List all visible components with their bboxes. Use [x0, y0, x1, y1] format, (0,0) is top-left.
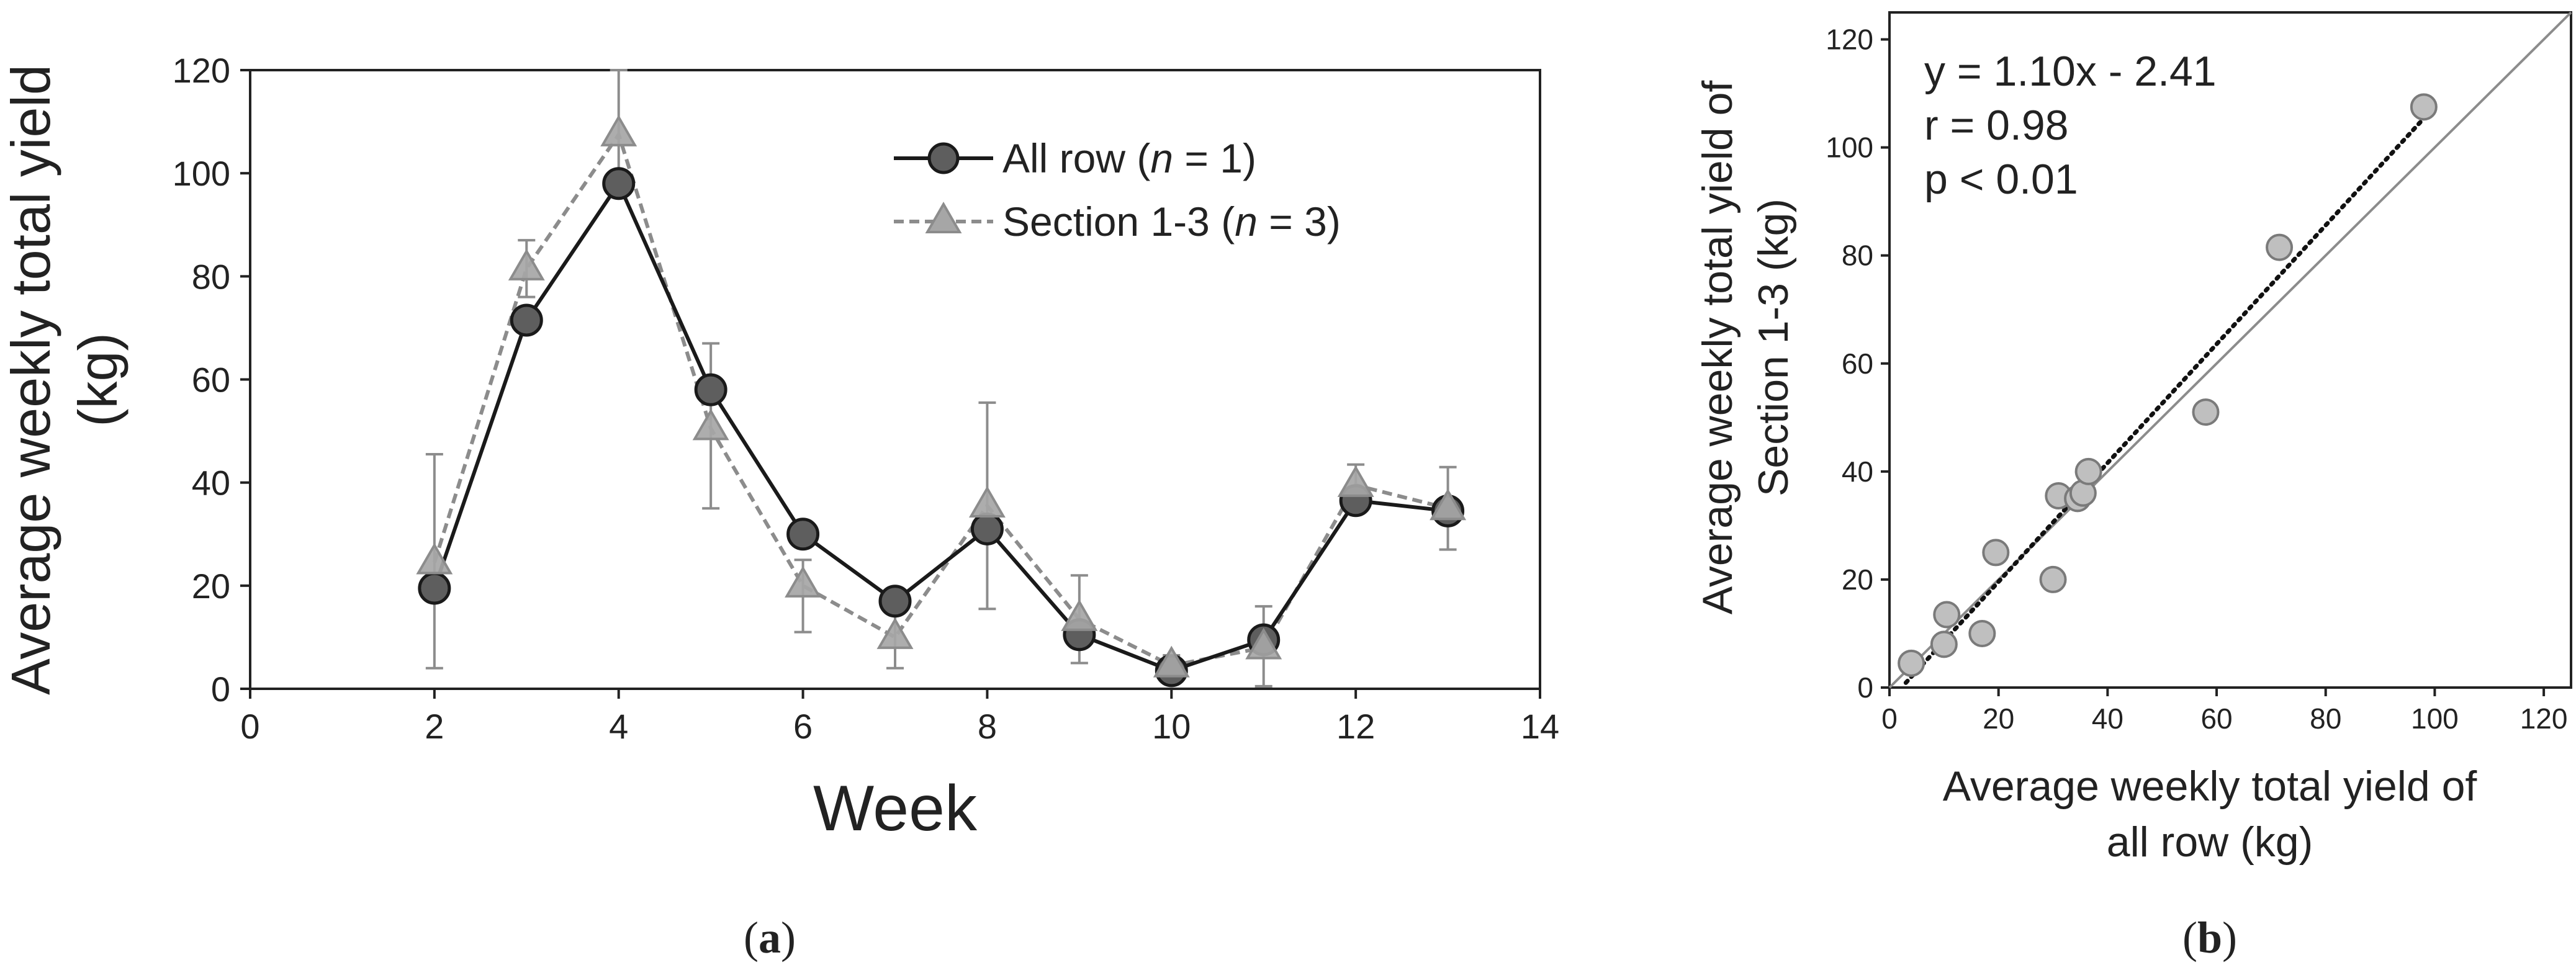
all-row-point-week-6	[786, 518, 820, 551]
panel-a-y-axis-title-line2: (kg)	[67, 333, 128, 427]
panel-a-chart: 0 2 4 6 8 10 12 14 0 20 40 60 80 100 120 Week Average…	[0, 51, 1559, 962]
panel-a-x-axis: 0 2 4 6 8 10 12 14	[240, 689, 1559, 746]
scatter-point-5	[2039, 565, 2067, 593]
panel-a-y-axis: 0 20 40 60 80 100 120	[173, 51, 250, 709]
x-tick-label-0: 0	[240, 707, 259, 746]
b-x-tick-label-80: 80	[2310, 702, 2341, 735]
scatter-point-3	[1968, 619, 1996, 647]
panel-b-plot-frame	[1888, 11, 2572, 689]
b-y-tick-label-0: 0	[1857, 671, 1873, 704]
scatter-point-10	[2192, 398, 2220, 426]
panel-b-y-axis: 0 20 40 60 80 100 120	[1826, 24, 1889, 704]
x-tick-label-2: 2	[425, 707, 444, 746]
x-tick-label-12: 12	[1336, 707, 1375, 746]
series-line-section	[432, 130, 1449, 668]
x-tick-label-14: 14	[1521, 707, 1559, 746]
panel-b-reference-lines	[1888, 11, 2572, 689]
y-tick-label-120: 120	[173, 51, 230, 90]
legend-entry-all-row: All row (n = 1)	[894, 135, 1256, 181]
scatter-point-1	[1930, 630, 1958, 658]
x-tick-label-8: 8	[978, 707, 997, 746]
b-x-tick-label-40: 40	[2092, 702, 2123, 735]
all-row-point-week-5	[694, 373, 727, 406]
legend-marker-section	[925, 202, 962, 233]
panel-b-x-axis-title-line1: Average weekly total yield of	[1943, 763, 2477, 810]
b-y-tick-label-40: 40	[1842, 455, 1873, 488]
section-point-week-8	[968, 486, 1006, 518]
scatter-point-0	[1898, 649, 1925, 677]
all-row-point-week-2	[418, 572, 451, 605]
y-tick-label-100: 100	[173, 154, 230, 193]
legend-label-all-row: All row (n = 1)	[1002, 135, 1256, 181]
panel-b-chart: 0 20 40 60 80 100 120 0 20 40 60 80 100 120 y = 1.10…	[1694, 11, 2572, 962]
scatter-point-11	[2266, 233, 2294, 261]
all-row-point-week-3	[510, 303, 543, 337]
b-x-tick-label-120: 120	[2520, 702, 2568, 735]
x-tick-label-6: 6	[793, 707, 813, 746]
x-tick-label-4: 4	[609, 707, 628, 746]
panel-b-caption: (b)	[2182, 913, 2237, 962]
section-point-week-3	[508, 248, 545, 280]
b-y-tick-label-80: 80	[1842, 240, 1873, 272]
scatter-point-2	[1933, 601, 1961, 629]
section-point-week-10	[1153, 645, 1190, 678]
section-point-week-6	[785, 565, 822, 598]
section-point-week-4	[600, 114, 637, 146]
b-y-tick-label-120: 120	[1826, 24, 1873, 56]
y-tick-label-20: 20	[192, 567, 230, 606]
b-y-tick-label-20: 20	[1842, 563, 1873, 596]
b-x-tick-label-20: 20	[1983, 702, 2014, 735]
x-tick-label-10: 10	[1152, 707, 1191, 746]
panel-a-y-axis-title-line1: Average weekly total yield	[0, 65, 61, 695]
b-y-tick-label-100: 100	[1826, 132, 1873, 164]
section-point-week-12	[1337, 465, 1374, 497]
b-x-tick-label-100: 100	[2411, 702, 2459, 735]
panel-a-x-axis-title: Week	[813, 773, 978, 845]
correlation-coefficient: r = 0.98	[1924, 102, 2069, 149]
panel-b-x-axis-title-line2: all row (kg)	[2107, 818, 2313, 866]
section-point-week-5	[692, 408, 729, 441]
panel-b-annotations: y = 1.10x - 2.41 r = 0.98 p < 0.01	[1924, 48, 2217, 203]
scatter-point-4	[1982, 539, 2010, 567]
b-y-tick-label-60: 60	[1842, 348, 1873, 380]
p-value: p < 0.01	[1924, 156, 2078, 203]
scatter-point-12	[2410, 93, 2438, 121]
section-point-week-2	[416, 542, 453, 575]
legend-marker-all-row	[927, 142, 960, 174]
b-x-tick-label-60: 60	[2200, 702, 2232, 735]
all-row-point-week-8	[970, 512, 1004, 545]
section-point-week-7	[876, 617, 914, 649]
series-line-all-row	[433, 179, 1448, 673]
section-point-week-13	[1430, 488, 1467, 521]
scatter-point-9	[2074, 457, 2102, 485]
panel-a-series-lines	[432, 130, 1449, 673]
panel-b-points	[1898, 93, 2438, 677]
y-tick-label-0: 0	[211, 670, 230, 709]
section-point-week-11	[1245, 627, 1282, 660]
regression-equation: y = 1.10x - 2.41	[1924, 48, 2217, 95]
panel-b-x-axis: 0 20 40 60 80 100 120	[1881, 688, 2567, 735]
panel-a-caption: (a)	[744, 913, 796, 962]
panel-a-legend: All row (n = 1) Section 1-3 (n = 3)	[894, 135, 1341, 244]
panel-b-y-axis-title-line2: Section 1-3 (kg)	[1750, 199, 1797, 496]
all-row-point-week-4	[602, 167, 636, 200]
b-x-tick-label-0: 0	[1881, 702, 1898, 735]
legend-entry-section: Section 1-3 (n = 3)	[894, 199, 1341, 244]
panel-a-markers	[416, 114, 1467, 688]
all-row-point-week-7	[878, 585, 912, 618]
regression-line	[1903, 116, 2426, 685]
y-tick-label-60: 60	[192, 361, 230, 400]
y-tick-label-40: 40	[192, 464, 230, 503]
panel-b-y-axis-title-line1: Average weekly total yield of	[1694, 81, 1741, 615]
section-point-week-9	[1061, 599, 1098, 631]
y-tick-label-80: 80	[192, 257, 230, 296]
legend-label-section: Section 1-3 (n = 3)	[1002, 199, 1341, 244]
